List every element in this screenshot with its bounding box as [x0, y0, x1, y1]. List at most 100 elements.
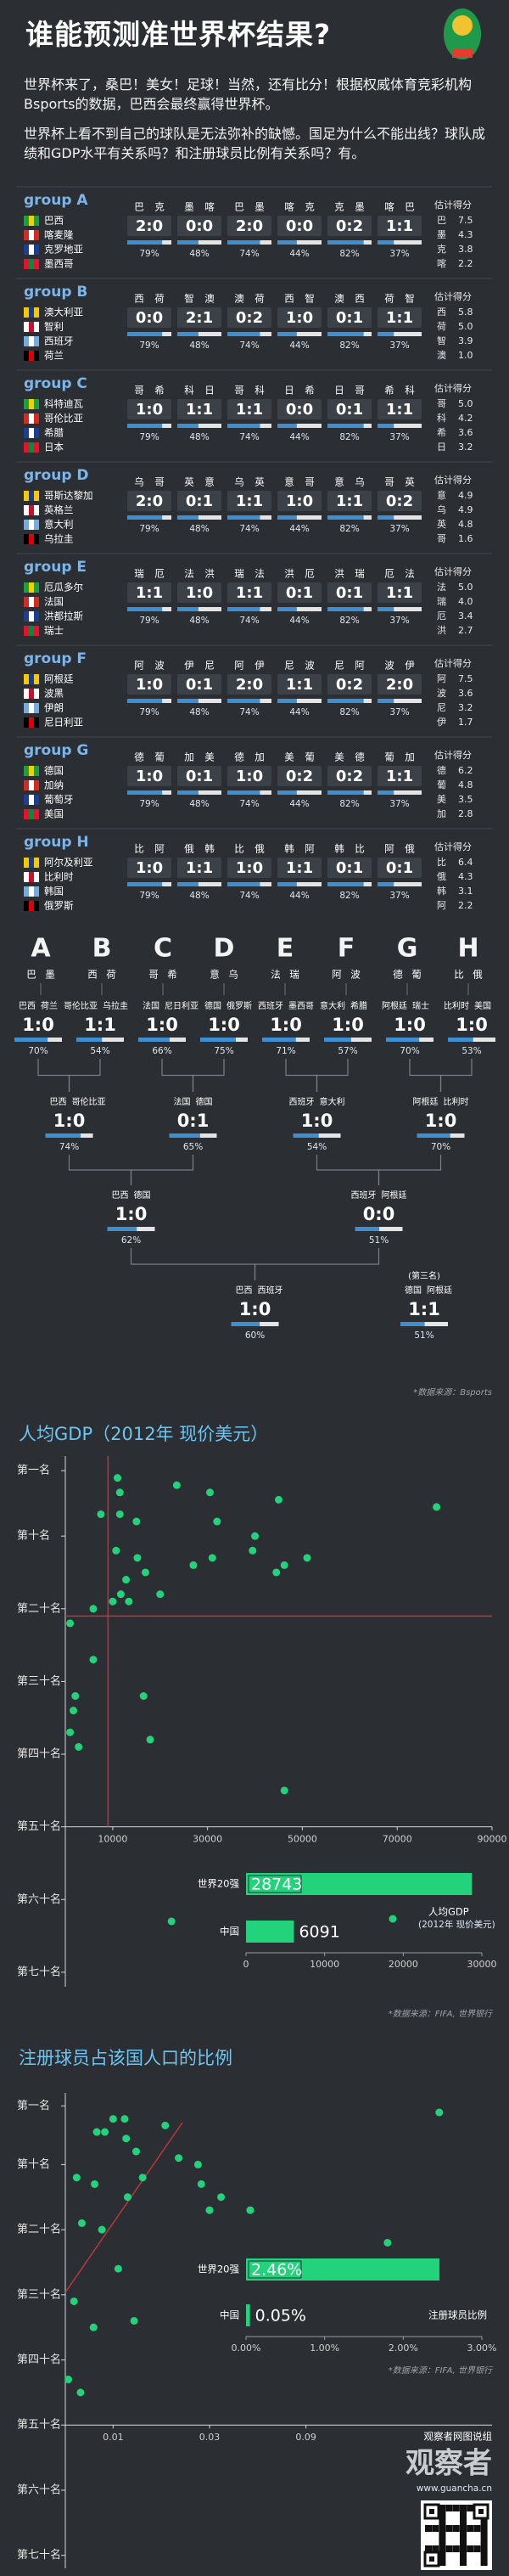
- match-pct: 79%: [139, 616, 159, 626]
- qr-cell: [452, 2525, 460, 2532]
- estimate-team: 澳: [437, 350, 446, 361]
- flag-stripe: [29, 809, 34, 819]
- bracket-score: 1:0: [115, 1204, 148, 1224]
- estimate-score: 6.2: [458, 765, 473, 776]
- match-score: 0:1: [186, 768, 213, 785]
- match-team: 美: [284, 751, 294, 763]
- score-box: [227, 399, 271, 419]
- qr-cell: [473, 2525, 481, 2532]
- pct-bar: [378, 240, 394, 245]
- scatter-point: [70, 2297, 78, 2305]
- estimate-team: 荷: [437, 321, 446, 332]
- scatter-point: [66, 1728, 75, 1736]
- pct-bar: [177, 607, 199, 611]
- estimate-team: 西: [437, 307, 446, 318]
- team-name: 荷兰: [44, 350, 64, 362]
- scatter-point: [189, 1561, 198, 1569]
- pct-bar: [227, 240, 260, 245]
- match-score: 1:1: [286, 676, 313, 694]
- estimate-team: 日: [437, 442, 446, 453]
- pct-bar: [378, 332, 394, 336]
- pct-track: [378, 699, 422, 703]
- match-pct: 74%: [239, 799, 259, 809]
- qr-cell: [460, 2559, 467, 2566]
- scatter-point: [120, 2115, 129, 2123]
- team-name: 瑞士: [44, 625, 64, 637]
- score-box: [327, 216, 372, 236]
- team-name: 乌拉圭: [44, 533, 74, 545]
- qr-cell: [439, 2559, 446, 2566]
- pct-track: [277, 607, 322, 611]
- match-pct: 79%: [139, 524, 159, 534]
- flag-stripe: [29, 582, 34, 593]
- group-name: group F: [24, 650, 87, 667]
- qr-cell: [460, 2518, 467, 2525]
- qr-finder-core: [429, 2509, 434, 2514]
- x-tick-label: 0: [243, 1959, 249, 1970]
- score-box: [327, 399, 372, 419]
- scatter-point: [101, 2128, 109, 2136]
- pct-bar: [227, 424, 260, 428]
- bracket-team: 阿根廷: [413, 1096, 439, 1107]
- group-name: group C: [24, 375, 87, 392]
- match-team: 克: [334, 201, 344, 213]
- bracket-team: 阿根廷: [427, 1285, 452, 1296]
- team-name: 英格兰: [44, 504, 74, 516]
- scatter-point: [280, 1786, 288, 1795]
- match-team: 加: [184, 751, 194, 763]
- estimate-score: 6.4: [458, 857, 473, 868]
- estimate-title: 估计得分: [434, 383, 472, 394]
- group-name: group H: [24, 834, 89, 851]
- legend-subtitle: (2012年 现价美元): [418, 1919, 495, 1930]
- qr-cell: [480, 2525, 488, 2532]
- flag-stripe: [29, 689, 34, 699]
- match-score: 1:1: [236, 401, 263, 419]
- bracket-pct: 66%: [152, 1046, 171, 1056]
- match-team: 德: [355, 751, 365, 763]
- value-label: 6091: [299, 1923, 339, 1942]
- scatter-point: [123, 2193, 131, 2202]
- estimate-score: 4.3: [458, 871, 473, 882]
- estimate-score: 4.2: [458, 413, 473, 424]
- pct-track: [277, 790, 322, 795]
- match-team: 波: [154, 660, 165, 672]
- pct-bar: [227, 607, 260, 611]
- match-team: 希: [154, 385, 165, 397]
- match-pct: 74%: [239, 616, 259, 626]
- estimate-title: 估计得分: [434, 750, 472, 761]
- match-score: 2:0: [136, 492, 163, 510]
- team-name: 科特迪瓦: [44, 398, 83, 410]
- estimate-score: 1.7: [458, 717, 473, 728]
- scatter-point: [217, 2193, 226, 2202]
- estimate-team: 瑞: [437, 595, 446, 607]
- scatter-point: [97, 1510, 105, 1518]
- bracket-pct: 57%: [338, 1046, 357, 1056]
- pct-bar: [355, 1227, 380, 1231]
- bracket-team: 巴西: [50, 1097, 67, 1107]
- bracket-team: 哥伦比亚: [72, 1096, 106, 1107]
- bracket-pct: 53%: [461, 1046, 481, 1056]
- group-team: 巴: [26, 969, 36, 981]
- value-label-box: [248, 1875, 302, 1893]
- estimate-team: 美: [437, 794, 446, 805]
- pct-bar: [138, 1038, 170, 1042]
- match-team: 法: [184, 568, 194, 580]
- group-team: 哥: [148, 969, 159, 981]
- group-name: group D: [24, 467, 89, 484]
- estimate-score: 3.6: [458, 688, 473, 699]
- qr-cell: [425, 2525, 432, 2532]
- score-box: [378, 491, 422, 511]
- pct-bar: [127, 332, 163, 336]
- group-letter: E: [277, 934, 294, 964]
- team-name: 俄罗斯: [44, 900, 74, 912]
- score-box: [378, 216, 422, 236]
- team-name: 希腊: [44, 427, 64, 439]
- match-team: 哥: [134, 385, 144, 397]
- match-team: 俄: [405, 843, 415, 855]
- score-box: [177, 399, 221, 419]
- pct-bar: [327, 790, 364, 795]
- pct-bar: [127, 607, 163, 611]
- bracket-team: 比利时: [444, 1097, 469, 1107]
- match-team: 阿: [234, 660, 244, 672]
- estimate-score: 4.3: [458, 229, 473, 240]
